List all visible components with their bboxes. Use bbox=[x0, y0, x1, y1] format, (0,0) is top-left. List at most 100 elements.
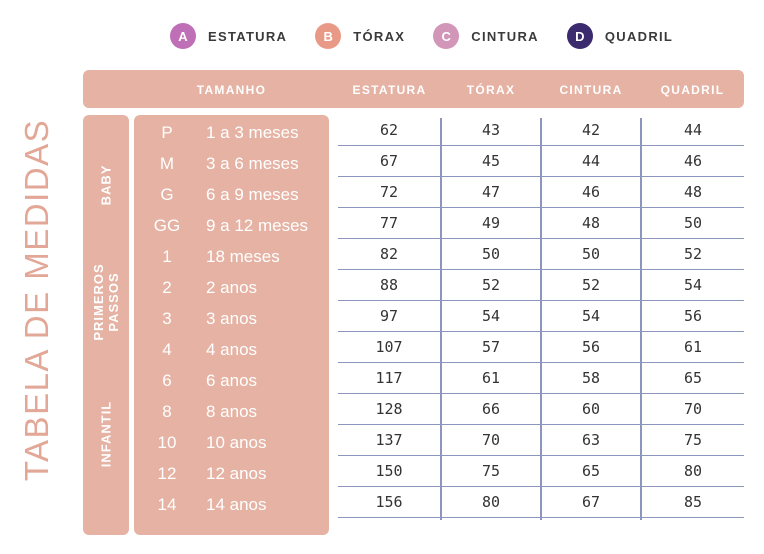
cell-quadril: 56 bbox=[683, 307, 703, 325]
cell-quadril: 85 bbox=[683, 493, 703, 511]
header-torax: TÓRAX bbox=[466, 83, 516, 97]
cell-estatura: 67 bbox=[379, 152, 399, 170]
size-code: 14 bbox=[157, 495, 177, 514]
size-row: 1 18 meses bbox=[134, 241, 329, 272]
size-age: 14 anos bbox=[206, 495, 267, 514]
cell-torax: 66 bbox=[481, 400, 501, 418]
cell-torax: 52 bbox=[481, 276, 501, 294]
cell-torax: 57 bbox=[481, 338, 501, 356]
table-row: 88 52 52 54 bbox=[338, 270, 744, 301]
size-code: 4 bbox=[162, 340, 172, 359]
cell-cintura: 50 bbox=[581, 245, 601, 263]
table-row: 82 50 50 52 bbox=[338, 239, 744, 270]
table-row: 137 70 63 75 bbox=[338, 425, 744, 456]
legend-item-quadril: D QUADRIL bbox=[566, 23, 674, 49]
size-code: 6 bbox=[162, 371, 172, 390]
cell-estatura: 107 bbox=[375, 338, 403, 356]
legend-badge-a: A bbox=[170, 23, 196, 49]
group-label-primeiros-line1: PRIMEROS bbox=[91, 263, 106, 341]
table-row: 107 57 56 61 bbox=[338, 332, 744, 363]
size-age: 8 anos bbox=[206, 402, 258, 421]
size-age: 18 meses bbox=[206, 247, 280, 266]
group-label-infantil: INFANTIL bbox=[98, 400, 114, 468]
cell-cintura: 46 bbox=[581, 183, 601, 201]
cell-estatura: 77 bbox=[379, 214, 399, 232]
cell-cintura: 63 bbox=[581, 431, 601, 449]
table-row: 97 54 54 56 bbox=[338, 301, 744, 332]
legend-label-torax: TÓRAX bbox=[353, 28, 406, 44]
page-title: TABELA DE MEDIDAS bbox=[18, 118, 55, 482]
cell-torax: 70 bbox=[481, 431, 501, 449]
cell-torax: 61 bbox=[481, 369, 501, 387]
group-label-primeiros-line2: PASSOS bbox=[106, 272, 121, 332]
legend-badge-b: B bbox=[315, 23, 342, 49]
cell-estatura: 72 bbox=[379, 183, 399, 201]
cell-torax: 80 bbox=[481, 493, 501, 511]
cell-cintura: 42 bbox=[581, 121, 601, 139]
header-estatura: ESTATURA bbox=[352, 83, 427, 97]
legend: A ESTATURA B TÓRAX C CINTURA D QUADRIL bbox=[170, 22, 673, 50]
cell-torax: 50 bbox=[481, 245, 501, 263]
size-code: G bbox=[160, 185, 174, 204]
legend-item-torax: B TÓRAX bbox=[315, 23, 405, 49]
cell-estatura: 88 bbox=[379, 276, 399, 294]
legend-label-quadril: QUADRIL bbox=[604, 28, 674, 44]
size-row: 4 4 anos bbox=[134, 334, 329, 365]
size-age: 1 a 3 meses bbox=[206, 123, 299, 142]
size-code: 3 bbox=[162, 309, 172, 328]
grid-divider bbox=[440, 118, 442, 520]
table-row: 150 75 65 80 bbox=[338, 456, 744, 487]
size-row: P 1 a 3 meses bbox=[134, 117, 329, 148]
table-row: 62 43 42 44 bbox=[338, 115, 744, 146]
cell-quadril: 50 bbox=[683, 214, 703, 232]
cell-cintura: 56 bbox=[581, 338, 601, 356]
size-age: 12 anos bbox=[206, 464, 267, 483]
cell-estatura: 128 bbox=[375, 400, 403, 418]
size-age: 9 a 12 meses bbox=[206, 216, 309, 235]
size-code: P bbox=[161, 123, 173, 142]
cell-torax: 43 bbox=[481, 121, 501, 139]
cell-cintura: 54 bbox=[581, 307, 601, 325]
cell-cintura: 48 bbox=[581, 214, 601, 232]
size-row: 12 12 anos bbox=[134, 458, 329, 489]
size-age: 6 anos bbox=[206, 371, 258, 390]
cell-estatura: 156 bbox=[375, 493, 403, 511]
cell-cintura: 65 bbox=[581, 462, 601, 480]
cell-quadril: 46 bbox=[683, 152, 703, 170]
cell-estatura: 82 bbox=[379, 245, 399, 263]
cell-torax: 54 bbox=[481, 307, 501, 325]
cell-estatura: 97 bbox=[379, 307, 399, 325]
size-code: 10 bbox=[157, 433, 177, 452]
cell-quadril: 80 bbox=[683, 462, 703, 480]
size-column: P 1 a 3 meses M 3 a 6 meses G 6 a 9 mese… bbox=[134, 115, 329, 535]
cell-cintura: 60 bbox=[581, 400, 601, 418]
cell-torax: 47 bbox=[481, 183, 501, 201]
cell-torax: 45 bbox=[481, 152, 501, 170]
group-label-baby: BABY bbox=[98, 164, 114, 206]
size-row: 3 3 anos bbox=[134, 303, 329, 334]
size-row: 10 10 anos bbox=[134, 427, 329, 458]
cell-quadril: 70 bbox=[683, 400, 703, 418]
size-age: 4 anos bbox=[206, 340, 258, 359]
cell-cintura: 67 bbox=[581, 493, 601, 511]
cell-quadril: 61 bbox=[683, 338, 703, 356]
legend-item-cintura: C CINTURA bbox=[433, 23, 539, 49]
measurement-grid: 62 43 42 44 67 45 44 46 72 47 46 48 77 4… bbox=[338, 115, 744, 520]
legend-label-estatura: ESTATURA bbox=[208, 28, 288, 44]
size-code: 2 bbox=[162, 278, 172, 297]
size-age: 2 anos bbox=[206, 278, 258, 297]
table-row: 128 66 60 70 bbox=[338, 394, 744, 425]
size-row: 8 8 anos bbox=[134, 396, 329, 427]
legend-item-estatura: A ESTATURA bbox=[170, 23, 287, 49]
header-cintura: CINTURA bbox=[559, 83, 623, 97]
cell-estatura: 62 bbox=[379, 121, 399, 139]
cell-torax: 49 bbox=[481, 214, 501, 232]
size-age: 3 a 6 meses bbox=[206, 154, 299, 173]
size-code: 8 bbox=[162, 402, 172, 421]
header-tamanho: TAMANHO bbox=[196, 83, 267, 97]
table-row: 72 47 46 48 bbox=[338, 177, 744, 208]
cell-quadril: 44 bbox=[683, 121, 703, 139]
size-row: 14 14 anos bbox=[134, 489, 329, 520]
table-row: 67 45 44 46 bbox=[338, 146, 744, 177]
legend-badge-c: C bbox=[433, 23, 460, 49]
